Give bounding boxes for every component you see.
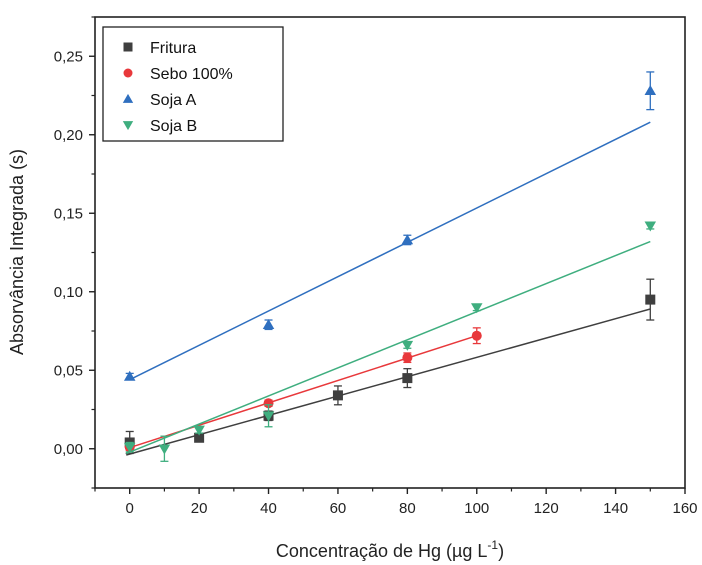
data-point (401, 340, 414, 351)
data-point (123, 442, 136, 453)
fit-line (125, 240, 651, 455)
series-0 (124, 278, 656, 456)
x-axis: 0 20 40 60 80 100 120 140 160 (94, 488, 698, 517)
legend-marker (122, 121, 134, 131)
data-point (262, 411, 275, 422)
data-point (645, 294, 656, 305)
x-tick-label: 40 (260, 500, 277, 517)
data-point (332, 390, 343, 401)
y-tick-label: 0,20 (54, 127, 83, 144)
x-tick-label: 20 (191, 500, 208, 517)
x-tick-label: 160 (672, 500, 697, 517)
x-tick-label: 140 (603, 500, 628, 517)
legend-label: Soja B (150, 118, 197, 135)
legend: Fritura Sebo 100% Soja A Soja B (102, 26, 284, 142)
legend-label: Fritura (150, 40, 196, 57)
series-3 (123, 221, 657, 462)
data-point (194, 432, 205, 443)
legend-marker (123, 42, 133, 52)
x-axis-title: Concentração de Hg (µg L-1) (276, 538, 504, 561)
legend-box (102, 26, 284, 142)
y-tick-label: 0,15 (54, 205, 83, 222)
x-tick-label: 80 (399, 500, 416, 517)
data-point (644, 85, 657, 96)
x-tick-label: 0 (126, 500, 134, 517)
legend-label: Sebo 100% (150, 66, 233, 83)
data-point (401, 234, 414, 245)
data-point (262, 318, 275, 329)
x-tick-label: 60 (330, 500, 347, 517)
x-tick-label: 100 (464, 500, 489, 517)
fit-line (129, 121, 651, 381)
data-point (402, 373, 413, 384)
series-1 (124, 327, 482, 453)
y-tick-label: 0,00 (54, 441, 83, 458)
y-axis: 0,00 0,05 0,10 0,15 0,20 0,25 (54, 16, 95, 489)
data-point (471, 330, 482, 341)
legend-marker (123, 68, 133, 78)
data-point (471, 303, 483, 314)
data-point (263, 398, 274, 409)
y-tick-label: 0,25 (54, 48, 83, 65)
series-2 (123, 71, 657, 381)
y-tick-label: 0,05 (54, 362, 83, 379)
legend-label: Soja A (150, 92, 197, 109)
legend-marker (122, 93, 134, 103)
data-point (158, 444, 171, 455)
x-tick-label: 120 (534, 500, 559, 517)
data-point (644, 221, 657, 232)
fit-line (126, 308, 651, 456)
y-tick-label: 0,10 (54, 284, 83, 301)
data-point (123, 370, 136, 381)
plot-layer (123, 71, 657, 462)
data-point (402, 352, 413, 363)
data-point (193, 425, 205, 436)
y-axis-title: Absorvância Integrada (s) (7, 149, 27, 355)
